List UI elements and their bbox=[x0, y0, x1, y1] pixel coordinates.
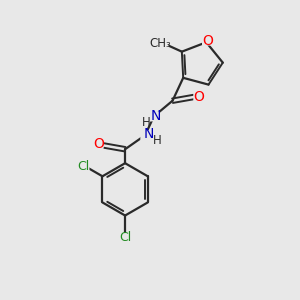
Text: H: H bbox=[142, 116, 150, 129]
FancyBboxPatch shape bbox=[78, 162, 89, 171]
Text: Cl: Cl bbox=[119, 231, 131, 244]
Text: Cl: Cl bbox=[77, 160, 90, 173]
FancyBboxPatch shape bbox=[148, 111, 160, 122]
Text: O: O bbox=[193, 90, 204, 104]
Text: O: O bbox=[93, 137, 104, 151]
Text: H: H bbox=[153, 134, 162, 147]
FancyBboxPatch shape bbox=[193, 92, 203, 102]
Text: O: O bbox=[202, 34, 213, 48]
Text: N: N bbox=[150, 110, 161, 123]
Text: N: N bbox=[143, 127, 154, 141]
FancyBboxPatch shape bbox=[119, 233, 131, 243]
FancyBboxPatch shape bbox=[202, 36, 214, 46]
FancyBboxPatch shape bbox=[140, 130, 153, 140]
FancyBboxPatch shape bbox=[152, 39, 169, 49]
FancyBboxPatch shape bbox=[94, 139, 104, 149]
Text: CH₃: CH₃ bbox=[149, 37, 171, 50]
